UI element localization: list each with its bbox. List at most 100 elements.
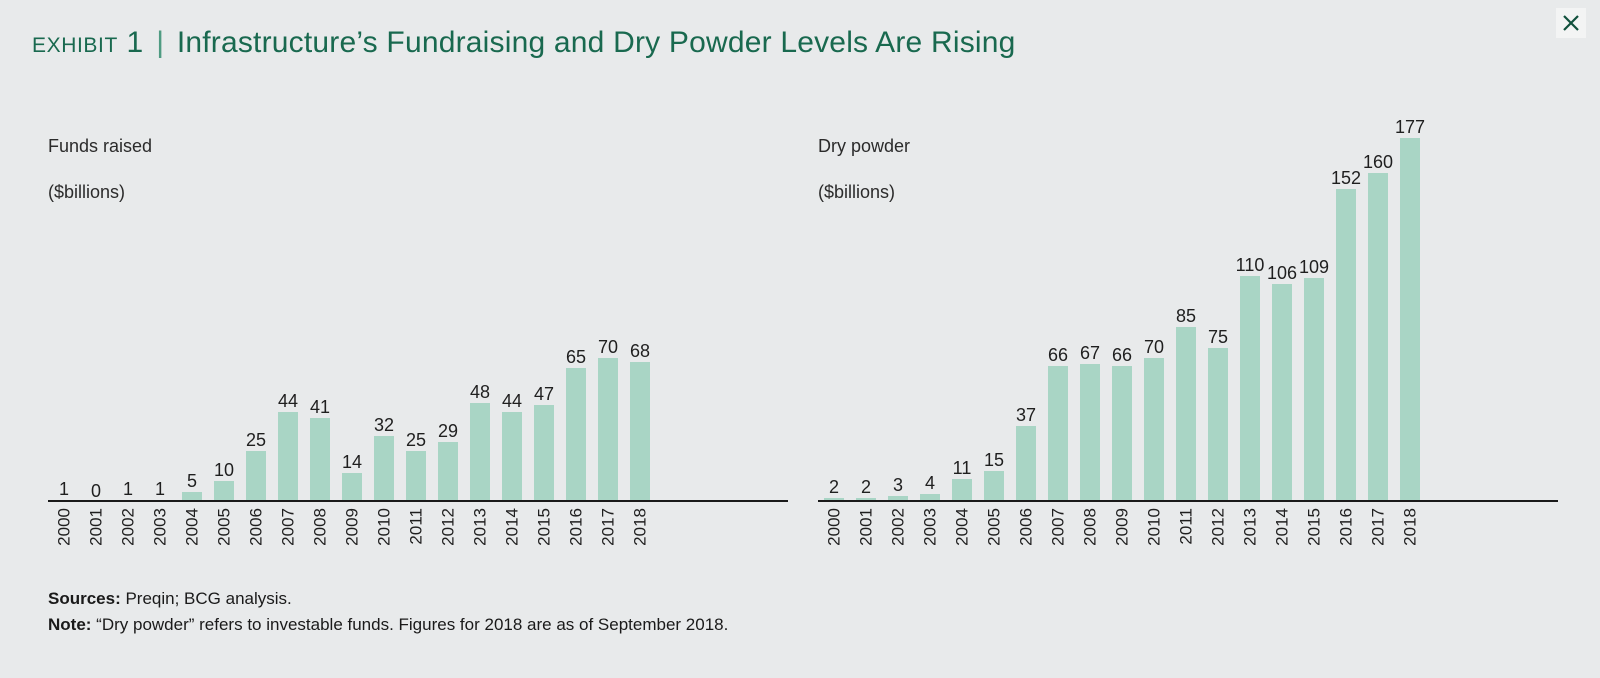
- bar-slot: 85: [1170, 112, 1202, 502]
- close-icon: [1562, 14, 1580, 32]
- bar-slot: 41: [304, 112, 336, 502]
- chart-label-funds-raised: Funds raised ($billions): [48, 112, 152, 227]
- bar-slot: 110: [1234, 112, 1266, 502]
- bar-value-label: 25: [245, 430, 267, 450]
- x-tick: 2000: [48, 504, 80, 568]
- x-tick: 2009: [336, 504, 368, 568]
- bar-value-label: 2: [828, 477, 840, 497]
- sources-line: Sources: Preqin; BCG analysis.: [48, 586, 728, 612]
- x-tick: 2016: [1330, 504, 1362, 568]
- x-tick: 2018: [1394, 504, 1426, 568]
- bar-slot: 14: [336, 112, 368, 502]
- x-tick-label: 2015: [1304, 508, 1324, 546]
- x-tick: 2003: [144, 504, 176, 568]
- close-button[interactable]: [1556, 8, 1586, 38]
- bar: [1400, 138, 1420, 502]
- x-tick-label: 2003: [150, 508, 170, 546]
- bar-value-label: 0: [90, 481, 102, 501]
- x-tick: 2004: [946, 504, 978, 568]
- bar-slot: 25: [240, 112, 272, 502]
- x-tick-label: 2001: [86, 508, 106, 546]
- x-tick-label: 2008: [1080, 508, 1100, 546]
- bar-group-dry-powder: 2 2 3 4 11 15 37 66 67 66 70 85 75 110 106 109 152 160 177: [818, 112, 1558, 502]
- bar: [598, 358, 618, 502]
- x-tick-label: 2006: [246, 508, 266, 546]
- bar-value-label: 3: [892, 475, 904, 495]
- bar-value-label: 10: [213, 460, 235, 480]
- x-tick-label: 2007: [1048, 508, 1068, 546]
- bar-value-label: 160: [1362, 152, 1394, 172]
- x-tick-label: 2009: [1112, 508, 1132, 546]
- x-tick: 2008: [304, 504, 336, 568]
- x-tick: 2017: [592, 504, 624, 568]
- x-tick: 2009: [1106, 504, 1138, 568]
- bar-slot: 75: [1202, 112, 1234, 502]
- x-tick-label: 2011: [406, 508, 426, 545]
- x-axis-tick-labels: 2000 2001 2002 2003 2004 2005 2006 2007 2008 2009…: [48, 504, 788, 568]
- bar-value-label: 29: [437, 421, 459, 441]
- x-tick: 2007: [1042, 504, 1074, 568]
- x-tick: 2015: [1298, 504, 1330, 568]
- x-tick: 2001: [850, 504, 882, 568]
- exhibit-word: Exhibit: [32, 26, 118, 59]
- x-tick-label: 2008: [310, 508, 330, 546]
- bar-slot: 48: [464, 112, 496, 502]
- x-tick-label: 2000: [54, 508, 74, 546]
- x-tick-label: 2013: [470, 508, 490, 546]
- bar-value-label: 152: [1330, 168, 1362, 188]
- bar-value-label: 5: [186, 471, 198, 491]
- bar-slot: 177: [1394, 112, 1426, 502]
- bar-value-label: 70: [597, 337, 619, 357]
- bar-slot: 106: [1266, 112, 1298, 502]
- chart-label-line2: ($billions): [48, 182, 126, 202]
- bar-slot: 5: [176, 112, 208, 502]
- bar: [310, 418, 330, 502]
- bar: [952, 479, 972, 502]
- bar-group-funds-raised: 1 0 1 1 5 10 25 44 41 14 32 25 29 48 44 47 65 70 68: [48, 112, 788, 502]
- bar-value-label: 177: [1394, 117, 1426, 137]
- x-tick: 2006: [1010, 504, 1042, 568]
- bar-value-label: 41: [309, 397, 331, 417]
- footer-notes: Sources: Preqin; BCG analysis. Note: “Dr…: [48, 586, 728, 638]
- x-tick-label: 2017: [1368, 508, 1388, 546]
- bar-value-label: 4: [924, 473, 936, 493]
- x-tick-label: 2004: [952, 508, 972, 546]
- bar-slot: 15: [978, 112, 1010, 502]
- bar: [1208, 348, 1228, 502]
- x-tick-label: 2001: [856, 508, 876, 546]
- x-tick-label: 2005: [984, 508, 1004, 546]
- x-tick: 2007: [272, 504, 304, 568]
- x-tick: 2005: [978, 504, 1010, 568]
- x-tick: 2004: [176, 504, 208, 568]
- bar-slot: 25: [400, 112, 432, 502]
- bar-slot: 66: [1042, 112, 1074, 502]
- bar-value-label: 25: [405, 430, 427, 450]
- bar-value-label: 14: [341, 452, 363, 472]
- bar: [534, 405, 554, 502]
- bar-slot: 11: [946, 112, 978, 502]
- bar: [502, 412, 522, 502]
- bar-slot: 160: [1362, 112, 1394, 502]
- bar-value-label: 67: [1079, 343, 1101, 363]
- bar-slot: 1: [48, 112, 80, 502]
- bar-value-label: 65: [565, 347, 587, 367]
- sources-label: Sources:: [48, 589, 121, 608]
- bar: [888, 496, 908, 502]
- bar-value-label: 109: [1298, 257, 1330, 277]
- bar: [246, 451, 266, 502]
- bar-value-label: 1: [154, 479, 166, 499]
- bar: [438, 442, 458, 502]
- bar-slot: 37: [1010, 112, 1042, 502]
- x-tick-label: 2012: [1208, 508, 1228, 546]
- exhibit-number: 1: [126, 26, 144, 59]
- x-tick-label: 2016: [566, 508, 586, 546]
- sources-text: Preqin; BCG analysis.: [120, 589, 292, 608]
- bar-value-label: 37: [1015, 405, 1037, 425]
- x-tick: 2012: [432, 504, 464, 568]
- bar: [182, 492, 202, 502]
- bar-slot: 1: [112, 112, 144, 502]
- chart-label-line1: Dry powder: [818, 136, 911, 156]
- x-tick-label: 2012: [438, 508, 458, 546]
- x-tick: 2014: [1266, 504, 1298, 568]
